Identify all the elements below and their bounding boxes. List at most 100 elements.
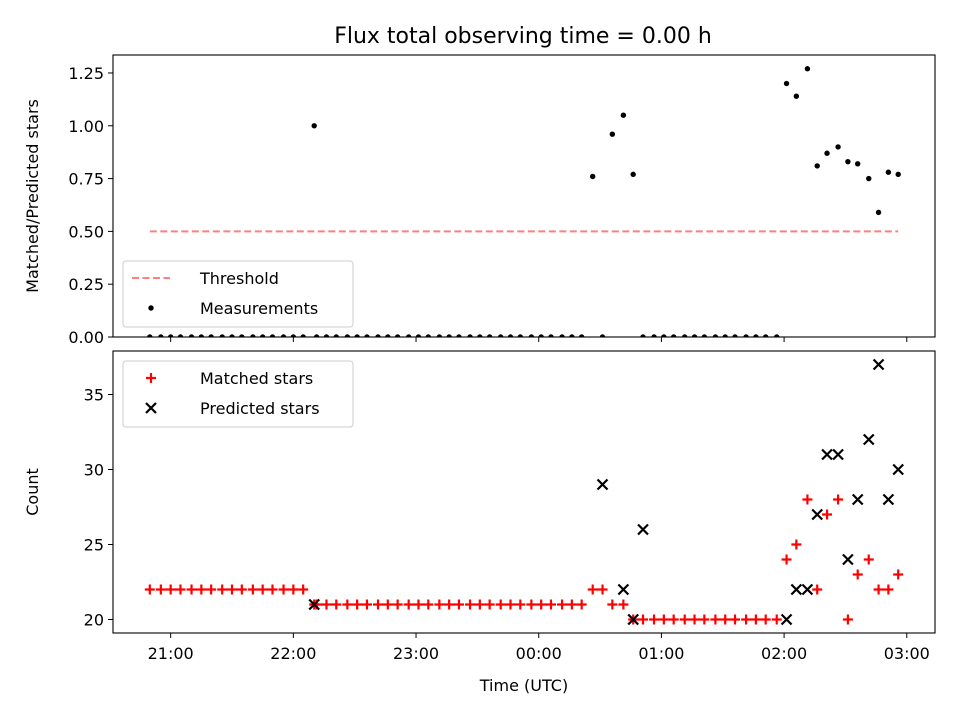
measurement-point [783,80,790,87]
y-tick-label: 0.75 [68,170,104,189]
measurement-point [167,334,174,337]
measurement-point [670,334,677,337]
plot-area [147,66,901,337]
matched-stars-point [658,614,669,625]
matched-stars-point [802,494,813,505]
y-tick-label: 1.00 [68,117,104,136]
measurement-point [661,334,667,337]
matched-stars-point [873,584,884,595]
matched-stars-point [587,584,598,595]
measurement-point [250,334,256,337]
measurement-point [425,334,432,337]
matched-stars-point [361,599,372,610]
measurement-point [835,144,841,150]
matched-stars-point [618,599,629,610]
matched-stars-point [236,584,247,595]
predicted-stars-point [832,448,844,461]
legend: Matched stars Predicted stars [122,360,354,428]
measurement-point [333,334,339,337]
predicted-stars-point [596,478,609,491]
measurement-point [845,158,851,165]
measurement-point [528,334,535,337]
matched-stars-point [545,599,556,610]
legend-measurement-swatch [148,305,154,311]
measurement-point [609,131,616,137]
matched-stars-point [144,584,155,595]
axes-frame [112,54,936,338]
measurement-point [651,334,657,337]
matched-stars-point [771,614,782,625]
measurement-point [147,334,153,337]
x-tick-label: 00:00 [516,644,562,663]
matched-stars-point [863,554,874,565]
measurement-point [259,334,266,337]
measurement-point [177,334,184,337]
measurement-point [885,169,892,175]
predicted-stars-point [892,463,904,476]
measurement-point [497,334,504,337]
matched-stars-point [484,599,495,610]
matched-stars-point [186,584,197,595]
measurement-point [467,334,473,337]
measurement-point [712,334,719,337]
measurement-point [239,334,245,337]
measurement-point [691,334,698,337]
matched-stars-point [155,584,166,595]
measurement-point [804,66,811,72]
measurement-point [517,334,524,337]
measurement-point [578,334,585,337]
measurement-point [394,334,401,337]
y-axis-label: Count [23,468,42,516]
measurement-point [722,334,728,337]
measurement-point [814,163,820,169]
ratio-panel: 0.00 0.25 0.50 0.75 1.00 1.25 Matched/Predicte… [23,54,936,347]
matched-stars-point [165,584,176,595]
measurement-point [793,93,800,99]
matched-stars-point [741,614,752,625]
matched-stars-point [720,614,731,625]
matched-stars-point [760,614,771,625]
y-tick-label: 20 [84,611,104,630]
matched-stars-point [536,599,547,610]
measurement-point [188,334,195,337]
y-tick-label: 25 [84,536,104,555]
matched-stars-point [689,614,700,625]
y-tick-label: 30 [84,461,104,480]
matched-stars-point [638,614,649,625]
matched-stars-point [342,599,353,610]
matched-stars-point [812,584,823,595]
legend-label: Matched stars [200,369,313,388]
matched-stars-point [649,614,660,625]
measurement-point [569,334,575,337]
matched-stars-point [175,584,186,595]
measurement-point [599,334,606,337]
measurement-point [456,334,462,337]
legend-label: Threshold [199,269,279,288]
matched-stars-point [842,614,853,625]
predicted-stars-point [637,523,649,536]
measurement-point [590,173,596,180]
measurement-point [364,334,370,337]
measurement-point [311,123,317,129]
measurement-point [866,175,872,182]
y-tick-label: 0.50 [68,222,104,241]
matched-stars-point [257,584,268,595]
x-tick-label: 22:00 [270,644,316,663]
measurement-point [701,334,708,337]
measurement-point [486,334,493,337]
y-tick-label: 0.25 [68,275,104,294]
measurement-point [538,334,544,337]
matched-stars-point [526,599,537,610]
predicted-stars-point [801,583,814,596]
matched-stars-point [679,614,690,625]
matched-stars-point [196,584,207,595]
measurement-point [620,112,627,118]
predicted-stars-point [882,493,895,506]
matched-stars-point [668,614,679,625]
plot-area [144,358,904,626]
measurement-point [208,334,214,337]
matched-stars-point [557,599,568,610]
matched-stars-point [331,599,342,610]
predicted-stars-point [308,598,320,611]
